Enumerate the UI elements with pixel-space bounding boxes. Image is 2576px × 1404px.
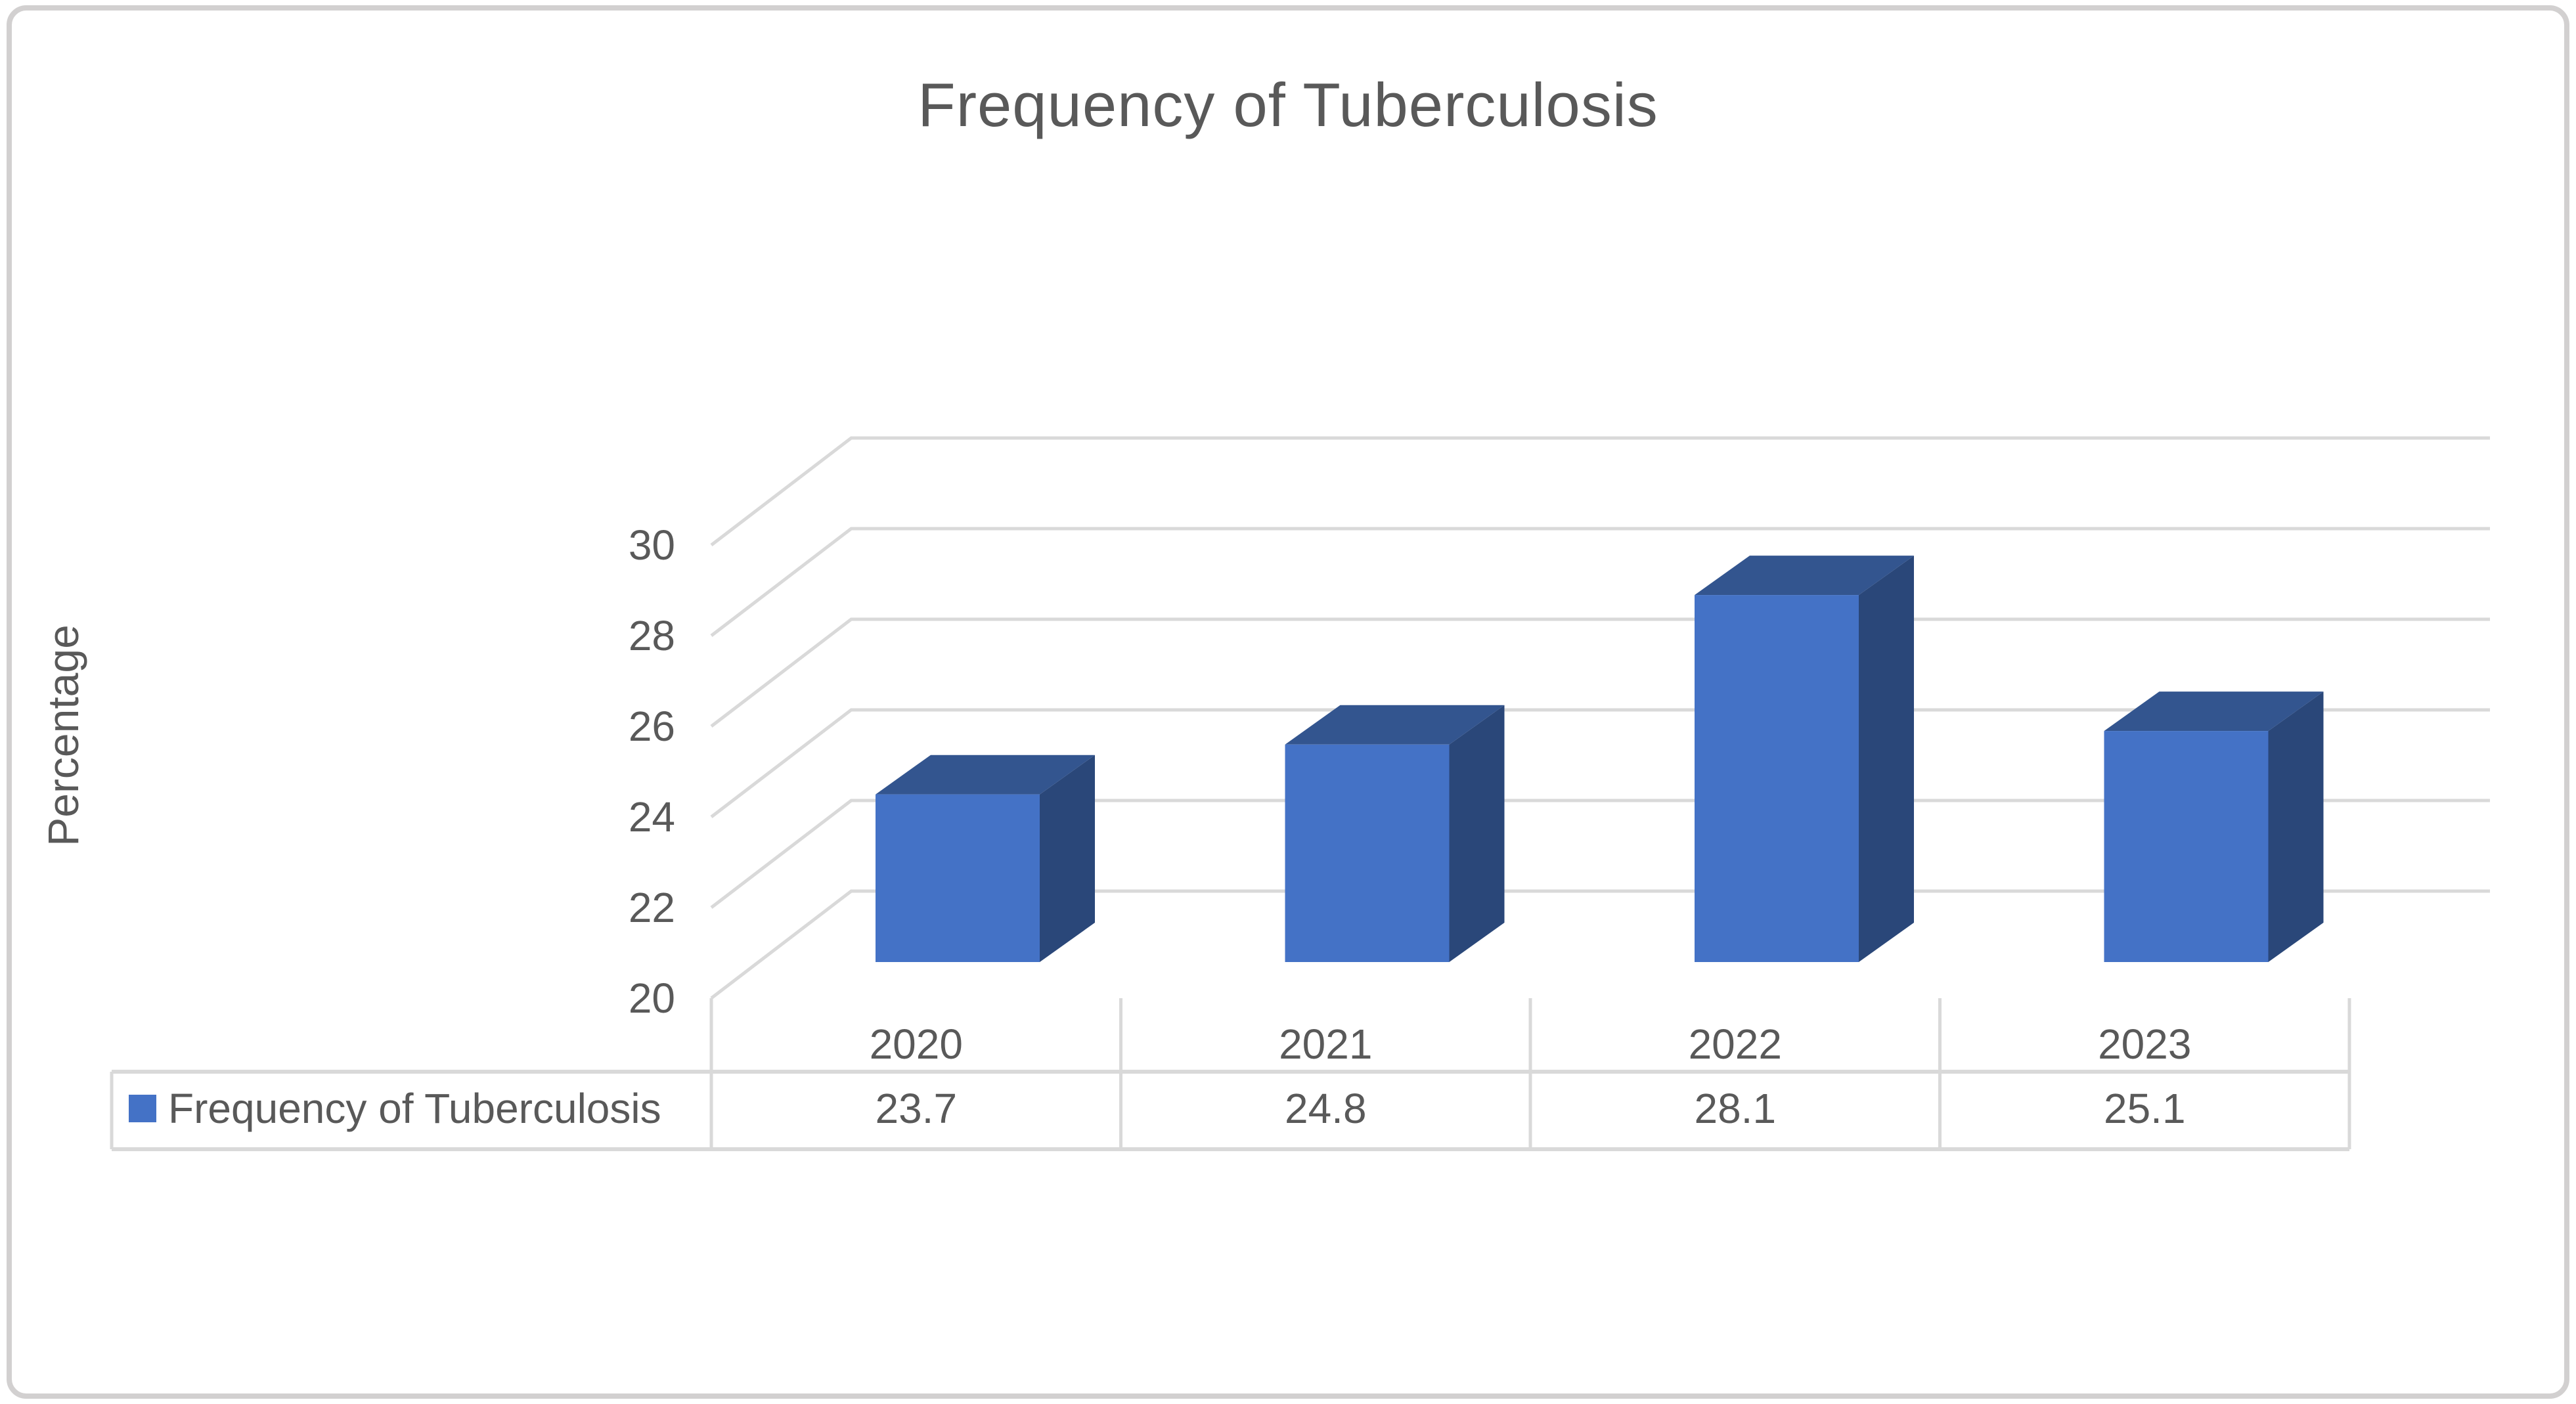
bar-side-face-2023 <box>2268 691 2324 962</box>
bar-top-face-2023 <box>2104 691 2324 732</box>
y-axis-title-text: Percentage <box>39 625 87 846</box>
x-category-label-2020: 2020 <box>870 1020 963 1068</box>
chart-title: Frequency of Tuberculosis <box>918 70 1658 139</box>
y-tick-label-24: 24 <box>629 793 675 841</box>
gridline-24 <box>710 708 2490 818</box>
gridline-20 <box>710 889 2490 999</box>
bar-top-face-2021 <box>1285 705 1505 745</box>
y-tick-label-28: 28 <box>629 612 675 659</box>
gridline-30 <box>710 436 2490 546</box>
bar-side-face-2021 <box>1449 705 1505 962</box>
bar-2021 <box>1285 744 1450 962</box>
y-tick-label-20: 20 <box>629 975 675 1022</box>
gridline-28 <box>710 527 2490 637</box>
legend: Frequency of Tuberculosis <box>129 1085 661 1132</box>
bar-2023 <box>2104 731 2269 962</box>
gridline-26 <box>710 617 2490 728</box>
x-category-label-2023: 2023 <box>2098 1020 2191 1068</box>
bar-2022 <box>1695 595 1859 962</box>
legend-swatch-icon <box>129 1095 156 1122</box>
table-value-2023: 25.1 <box>2104 1085 2186 1132</box>
bar-top-face-2022 <box>1695 556 1914 596</box>
bar-2020 <box>876 794 1040 962</box>
legend-label: Frequency of Tuberculosis <box>168 1085 661 1132</box>
x-category-label-2022: 2022 <box>1689 1020 1782 1068</box>
bar-side-face-2022 <box>1859 556 1914 962</box>
gridline-22 <box>710 799 2490 909</box>
table-value-2021: 24.8 <box>1285 1085 1367 1132</box>
table-value-2020: 23.7 <box>875 1085 957 1132</box>
bar-top-face-2020 <box>876 755 1095 795</box>
x-category-label-2021: 2021 <box>1279 1020 1372 1068</box>
table-value-2022: 28.1 <box>1694 1085 1776 1132</box>
y-tick-label-30: 30 <box>629 521 675 569</box>
y-tick-label-22: 22 <box>629 884 675 931</box>
bar-side-face-2020 <box>1040 755 1095 962</box>
y-tick-label-26: 26 <box>629 703 675 750</box>
